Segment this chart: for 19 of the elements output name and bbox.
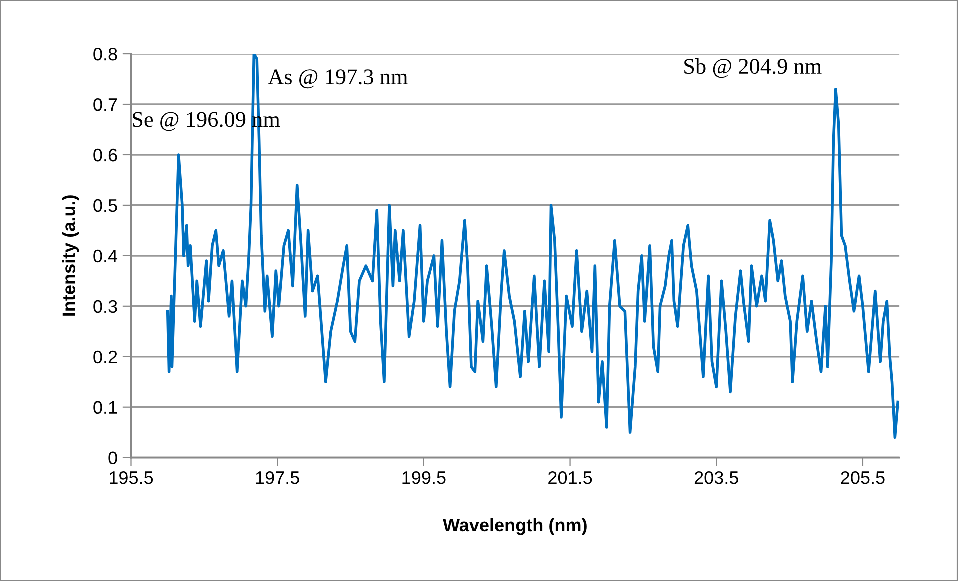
- y-tick-label: 0.6: [94, 148, 118, 162]
- x-tick-label: 203.5: [694, 472, 738, 484]
- x-tick-label: 199.5: [402, 472, 446, 484]
- x-tick-label: 201.5: [548, 472, 592, 484]
- y-tick-label: 0.4: [94, 250, 118, 263]
- y-axis-title: Intensity (a.u.): [62, 196, 80, 316]
- y-tick-label: 0: [108, 452, 118, 465]
- y-tick-label: 0.8: [94, 48, 118, 61]
- annotation: As @ 197.3 nm: [268, 70, 408, 89]
- y-tick-label: 0.2: [94, 350, 118, 364]
- y-tick-label: 0.1: [94, 401, 118, 414]
- x-tick-label: 197.5: [256, 472, 300, 484]
- x-axis-title: Wavelength (nm): [443, 518, 587, 536]
- y-tick-label: 0.5: [94, 199, 118, 212]
- y-tick-label: 0.3: [94, 300, 118, 314]
- y-tick-label: 0.7: [94, 98, 118, 112]
- x-tick-label: 195.5: [110, 472, 154, 484]
- x-tick-label: 205.5: [841, 472, 885, 484]
- annotation: Sb @ 204.9 nm: [684, 58, 822, 78]
